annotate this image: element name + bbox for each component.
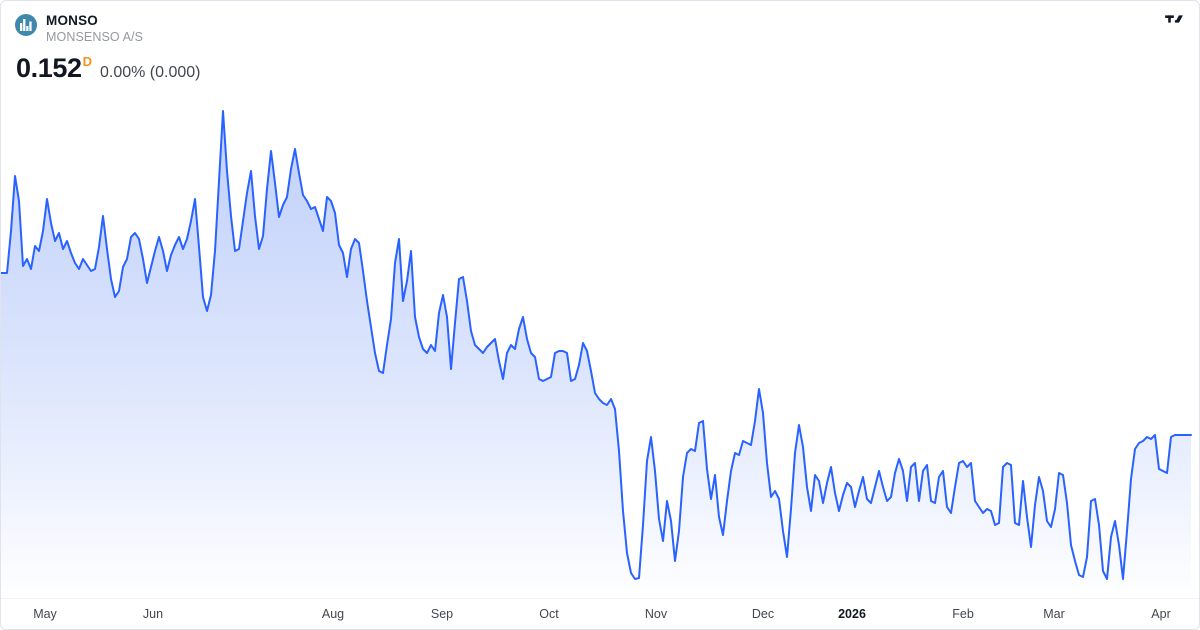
x-axis-tick-jun: Jun [142,607,164,621]
x-axis-tick-oct: Oct [539,607,559,621]
company-name: MONSENSO A/S [46,30,144,45]
bar-chart-logo-icon [15,14,37,36]
x-axis: May Jun Aug Sep Oct Nov Dec 2026 Feb Mar Apr [1,598,1199,629]
interval-badge[interactable]: D [82,54,92,70]
chart-area-fill [1,111,1191,601]
x-axis-tick-dec: Dec [751,607,775,621]
chart-svg[interactable] [1,1,1200,601]
price-change: 0.00% (0.000) [99,64,201,82]
x-axis-tick-nov: Nov [644,607,668,621]
x-axis-tick-2026: 2026 [838,607,866,621]
x-axis-tick-aug: Aug [321,607,345,621]
ticker-symbol: MONSO [46,13,99,28]
symbol-row[interactable]: MONSO MONSENSO A/S [15,13,1185,44]
chart-line [1,110,1192,580]
last-price: 0.152 [16,53,82,84]
x-axis-tick-mar: Mar [1043,607,1065,621]
x-axis-tick-sep: Sep [430,607,454,621]
widget-header: MONSO MONSENSO A/S 0.152 D 0.00% (0.000) [1,1,1199,84]
x-axis-tick-may: May [33,607,57,621]
x-axis-tick-apr: Apr [1151,607,1171,621]
quote-row: 0.152 D 0.00% (0.000) [16,53,1185,84]
price-chart[interactable] [1,1,1200,601]
symbol-names: MONSO MONSENSO A/S [46,13,143,44]
tradingview-logo-icon[interactable] [1163,9,1189,29]
x-axis-tick-feb: Feb [952,607,974,621]
